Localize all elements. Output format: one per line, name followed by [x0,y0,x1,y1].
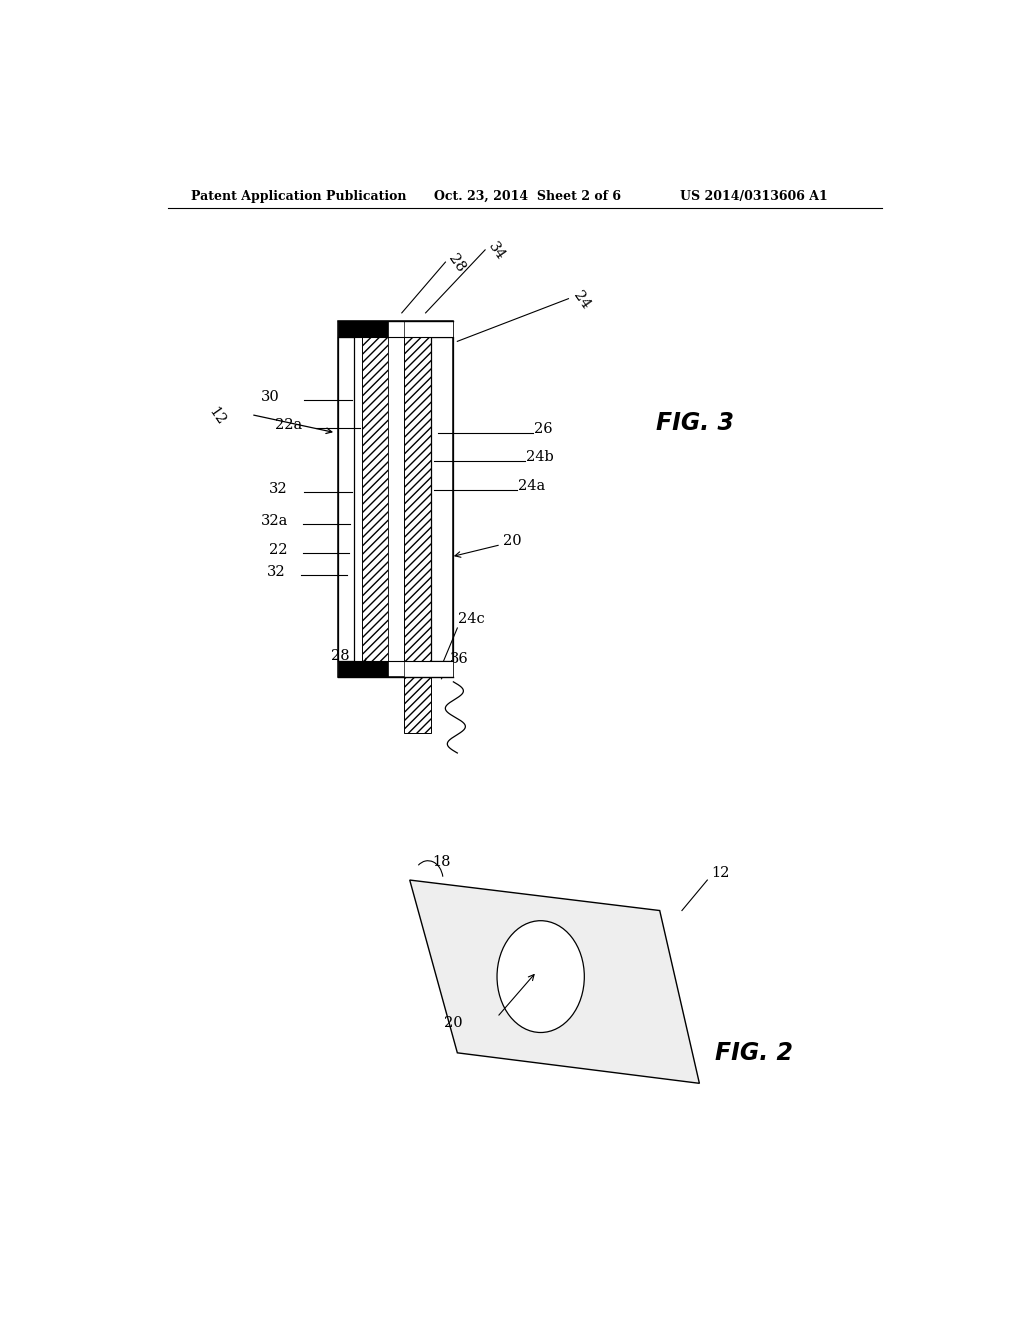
Bar [338,321,388,338]
Bar [338,321,454,677]
Bar [404,321,454,338]
Text: 32: 32 [269,482,288,496]
Text: Patent Application Publication: Patent Application Publication [191,190,407,202]
Text: US 2014/0313606 A1: US 2014/0313606 A1 [680,190,827,202]
Text: 32: 32 [267,565,286,579]
Text: 32a: 32a [261,515,289,528]
Text: 22: 22 [269,543,288,557]
Text: 24b: 24b [526,450,554,465]
Text: 24: 24 [570,289,593,312]
Text: 22a: 22a [274,418,302,432]
Text: 28: 28 [331,648,350,663]
Text: 34: 34 [485,240,507,263]
Bar [404,677,431,733]
Text: 20: 20 [443,1016,463,1031]
Text: 26: 26 [535,422,553,436]
Text: 30: 30 [261,391,281,404]
Bar [338,338,354,660]
Bar [404,338,431,660]
Text: 12: 12 [206,404,227,428]
Text: Oct. 23, 2014  Sheet 2 of 6: Oct. 23, 2014 Sheet 2 of 6 [433,190,621,202]
Text: 20: 20 [504,533,522,548]
Text: 24a: 24a [518,479,546,492]
Bar [388,338,404,660]
Text: FIG. 2: FIG. 2 [715,1041,794,1065]
Text: 24c: 24c [458,612,485,626]
Circle shape [497,921,585,1032]
Text: FIG. 3: FIG. 3 [655,411,734,434]
Bar [404,660,454,677]
Polygon shape [410,880,699,1084]
Text: 18: 18 [432,855,451,869]
Bar [431,338,454,660]
Bar [362,338,388,660]
Text: 36: 36 [451,652,469,665]
Text: 28: 28 [445,252,468,276]
Text: 12: 12 [712,866,730,880]
Bar [338,660,388,677]
